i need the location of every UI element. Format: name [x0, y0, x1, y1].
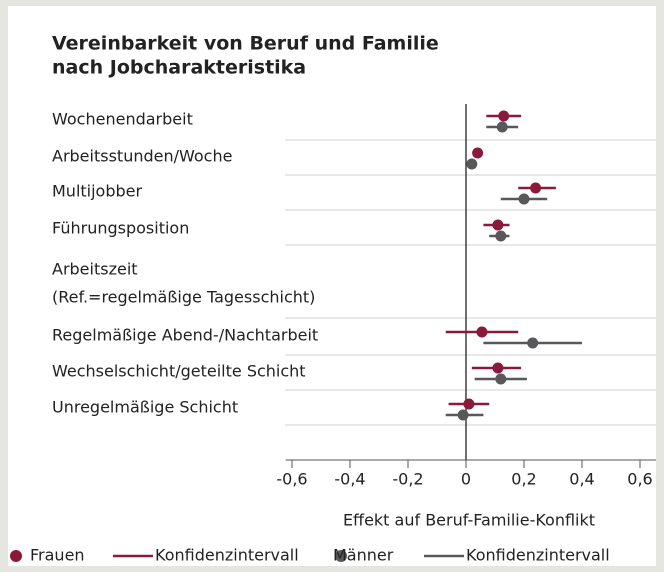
- x-tick-label: -0,2: [392, 470, 423, 489]
- point-estimate: [476, 326, 488, 338]
- x-tick-label: 0,4: [569, 470, 594, 489]
- x-tick-label: 0,2: [511, 470, 536, 489]
- point-estimate: [463, 398, 475, 410]
- x-tick-label: 0: [461, 470, 471, 489]
- category-label: Regelmäßige Abend-/Nachtarbeit: [52, 326, 318, 345]
- point-estimate: [518, 193, 530, 205]
- category-label: Multijobber: [52, 182, 143, 201]
- point-estimate: [466, 158, 478, 170]
- x-tick-label: 0,6: [627, 470, 652, 489]
- x-tick-label: -0,6: [276, 470, 307, 489]
- point-estimate: [527, 337, 539, 349]
- point-estimate: [492, 219, 504, 231]
- category-label: Unregelmäßige Schicht: [52, 398, 238, 417]
- category-label: Wechselschicht/geteilte Schicht: [52, 362, 306, 381]
- point-estimate: [472, 147, 484, 159]
- legend-marker: [335, 550, 347, 562]
- point-estimate: [496, 121, 508, 133]
- chart-title: Vereinbarkeit von Beruf und Familie: [52, 33, 439, 55]
- chart-title: nach Jobcharakteristika: [52, 57, 306, 79]
- legend-label: Männer: [333, 546, 394, 565]
- point-estimate: [495, 373, 507, 385]
- point-estimate: [457, 409, 469, 421]
- legend-label: Konfidenzintervall: [466, 546, 610, 565]
- reference-note: (Ref.=regelmäßige Tagesschicht): [52, 288, 315, 307]
- point-estimate: [495, 230, 507, 242]
- point-estimate: [498, 110, 510, 122]
- category-label: Wochenendarbeit: [52, 110, 193, 129]
- x-tick-label: -0,4: [334, 470, 365, 489]
- category-label: Führungsposition: [52, 219, 189, 238]
- x-axis-label: Effekt auf Beruf-Familie-Konflikt: [343, 511, 595, 530]
- category-label: Arbeitszeit: [52, 260, 138, 279]
- point-estimate: [492, 362, 504, 374]
- category-label: Arbeitsstunden/Woche: [52, 147, 232, 166]
- point-estimate: [530, 182, 542, 194]
- legend-marker: [10, 550, 22, 562]
- legend-label: Konfidenzintervall: [155, 546, 299, 565]
- legend-label: Frauen: [30, 546, 85, 565]
- panel: [8, 6, 656, 566]
